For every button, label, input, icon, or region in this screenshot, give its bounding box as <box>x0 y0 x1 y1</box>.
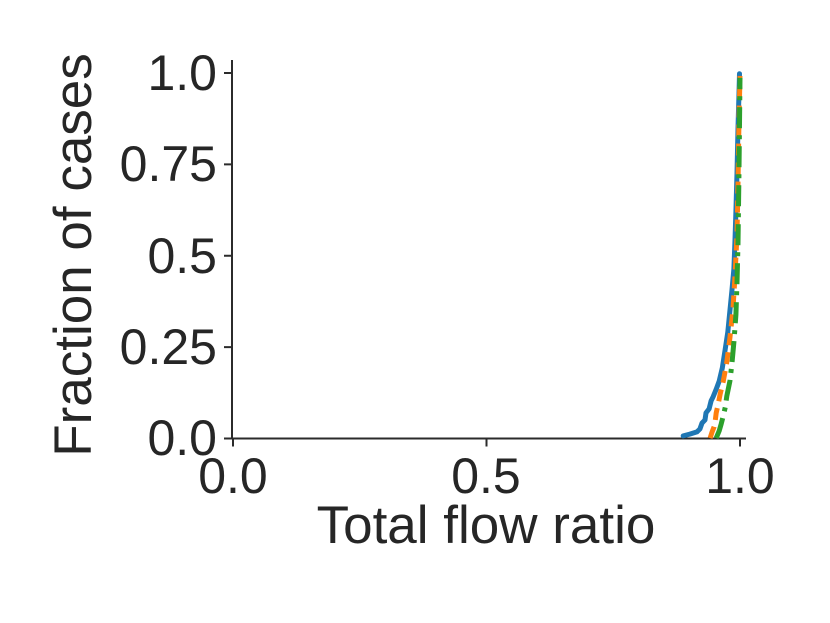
y-tick-label-0.0: 0.0 <box>147 410 217 466</box>
y-tick-label-0.5: 0.5 <box>147 228 217 284</box>
y-tick-label-0.25: 0.25 <box>119 319 217 375</box>
cdf-green-dashdot-line <box>713 77 743 440</box>
x-tick-label-0.0: 0.0 <box>198 448 268 504</box>
y-tick-label-0.75: 0.75 <box>119 136 217 192</box>
x-tick-label-0.5: 0.5 <box>451 448 521 504</box>
y-tick-label-1.0: 1.0 <box>147 45 217 101</box>
cdf-orange-dashed-line <box>707 75 743 439</box>
x-axis-label: Total flow ratio <box>316 496 656 555</box>
x-tick-label-1.0: 1.0 <box>705 448 775 504</box>
